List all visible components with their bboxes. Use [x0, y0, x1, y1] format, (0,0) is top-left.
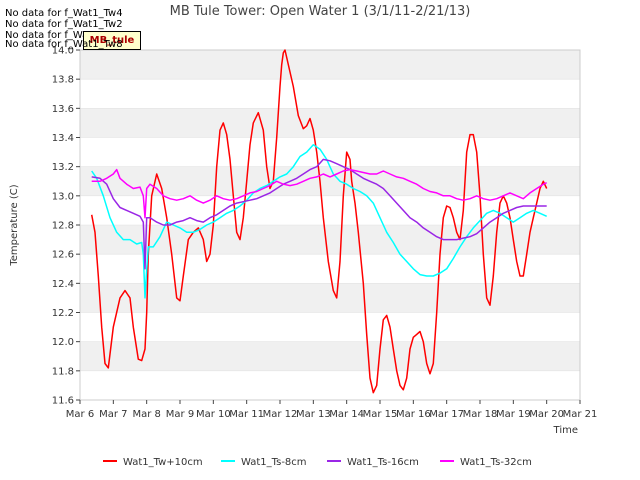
- legend: Wat1_Tw+10cm Wat1_Ts-8cm Wat1_Ts-16cm Wat1_…: [103, 457, 532, 468]
- y-tick-label: 12.6: [52, 250, 74, 261]
- x-tick-label: Mar 16: [396, 409, 431, 420]
- no-data-message: No data for f_Wat1_Tw8: [5, 39, 123, 50]
- y-tick-label: 14.0: [52, 46, 74, 57]
- site-badge[interactable]: MB_tule: [83, 31, 141, 50]
- chart-title: MB Tule Tower: Open Water 1 (3/1/11-2/21…: [170, 4, 471, 19]
- no-data-message: No data for f_Wat1_Tw4: [5, 8, 123, 19]
- x-tick-label: Mar 18: [463, 409, 498, 420]
- series-lines: [90, 49, 548, 394]
- legend-label: Wat1_Tw+10cm: [123, 457, 203, 468]
- x-tick-label: Mar 12: [263, 409, 298, 420]
- no-data-message: No data for f_Wat1_Tw2: [5, 19, 123, 30]
- grid-band: [80, 341, 580, 371]
- y-tick-label: 13.2: [52, 162, 74, 173]
- y-tick-label: 12.0: [52, 337, 74, 348]
- x-tick-label: Mar 10: [196, 409, 231, 420]
- x-tick-label: Mar 21: [563, 409, 598, 420]
- x-tick-label: Mar 6: [66, 409, 94, 420]
- y-tick-label: 12.4: [52, 279, 74, 290]
- series-line-1: [90, 49, 548, 394]
- legend-label: Wat1_Ts-8cm: [241, 457, 307, 468]
- x-tick-label: Mar 7: [99, 409, 127, 420]
- no-data-message: No data for f_Wat1_Ts2: [5, 30, 120, 41]
- grid-band: [80, 50, 580, 80]
- x-tick-label: Mar 11: [229, 409, 264, 420]
- x-tick-label: Mar 15: [363, 409, 398, 420]
- x-tick-label: Mar 20: [529, 409, 564, 420]
- grid-band: [80, 166, 580, 196]
- y-tick-label: 12.8: [52, 221, 74, 232]
- x-tick-label: Mar 14: [329, 409, 364, 420]
- x-tick-label: Mar 9: [166, 409, 194, 420]
- x-axis-label: Time: [553, 425, 578, 436]
- x-tick-label: Mar 19: [496, 409, 531, 420]
- x-tick-label: Mar 8: [132, 409, 160, 420]
- grid-band: [80, 225, 580, 255]
- y-tick-label: 13.0: [52, 191, 74, 202]
- grid-band: [80, 108, 580, 138]
- y-tick-label: 11.8: [52, 366, 74, 377]
- grid-band: [80, 283, 580, 313]
- series-line-4: [91, 168, 548, 219]
- x-tick-label: Mar 13: [296, 409, 331, 420]
- y-tick-label: 13.4: [52, 133, 74, 144]
- y-axis-ticks: 11.6 11.8 12.0 12.2 12.4 12.6 12.8 13.0 13.2 13.4…: [52, 46, 80, 407]
- y-tick-label: 13.8: [52, 75, 74, 86]
- x-tick-label: Mar 17: [429, 409, 464, 420]
- y-axis-label: Temperature (C): [9, 184, 20, 266]
- y-tick-label: 13.6: [52, 104, 74, 115]
- grid-bands: [80, 50, 580, 401]
- legend-label: Wat1_Ts-16cm: [347, 457, 419, 468]
- y-tick-label: 12.2: [52, 308, 74, 319]
- y-tick-label: 11.6: [52, 396, 74, 407]
- series-line-3: [91, 158, 547, 270]
- legend-label: Wat1_Ts-32cm: [460, 457, 532, 468]
